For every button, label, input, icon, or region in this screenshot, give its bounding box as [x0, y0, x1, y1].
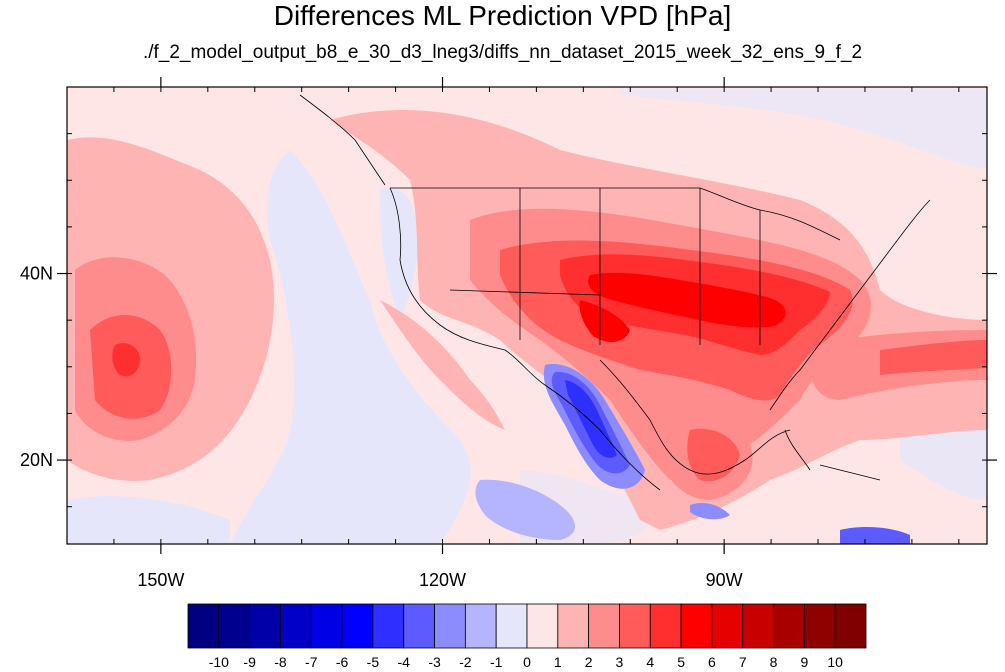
colorbar-label: -9 — [243, 654, 256, 670]
level-7-plus-zones — [579, 272, 786, 342]
colorbar-label: -4 — [398, 654, 411, 670]
colorbar-label: -1 — [490, 654, 503, 670]
colorbar-swatch — [526, 603, 559, 649]
colorbar-swatch — [680, 603, 713, 649]
colorbar-swatch — [803, 603, 836, 649]
colorbar-swatch — [249, 603, 281, 649]
colorbar-swatch — [834, 603, 867, 649]
map-frame — [66, 86, 988, 545]
colorbar-label: 2 — [585, 654, 593, 670]
colorbar-swatch — [280, 603, 312, 649]
colorbar-swatch — [310, 603, 343, 649]
negative-zones — [475, 364, 910, 544]
colorbar-swatch — [711, 603, 744, 649]
axis-ticks: 150W 120W 90W 40N 20N — [20, 77, 997, 590]
colorbar-swatch — [372, 603, 405, 649]
colorbar-swatch — [218, 603, 251, 649]
colorbar-swatch — [588, 603, 620, 649]
colorbar-label: 0 — [523, 654, 531, 670]
colorbar-label: -10 — [209, 654, 229, 670]
colorbar-label: 1 — [554, 654, 562, 670]
colorbar-label: 8 — [770, 654, 778, 670]
colorbar-label: 10 — [827, 654, 843, 670]
y-tick-label: 40N — [20, 264, 53, 284]
colorbar-swatch — [619, 603, 651, 649]
map-title: Differences ML Prediction VPD [hPa] — [273, 0, 732, 31]
x-tick-label: 150W — [137, 570, 184, 590]
map-field — [67, 87, 987, 544]
colorbar-swatch — [773, 603, 805, 649]
colorbar-label: -7 — [305, 654, 318, 670]
colorbar-swatch — [341, 603, 374, 649]
colorbar-label: 5 — [677, 654, 685, 670]
colorbar-label: 6 — [708, 654, 716, 670]
colorbar-label: -3 — [428, 654, 441, 670]
colorbar-label: -6 — [336, 654, 349, 670]
coastlines — [299, 94, 931, 491]
colorbar-label: -5 — [367, 654, 380, 670]
colorbar-swatch — [557, 603, 590, 649]
colorbar-swatch — [742, 603, 774, 649]
colorbar-label: 4 — [646, 654, 654, 670]
colorbar-swatch — [495, 603, 528, 649]
colorbar-label: 7 — [739, 654, 747, 670]
colorbar-swatch — [649, 603, 682, 649]
colorbar-swatch — [464, 603, 497, 649]
x-tick-label: 90W — [706, 570, 743, 590]
colorbar-label: -2 — [459, 654, 472, 670]
map-subtitle: ./f_2_model_output_b8_e_30_d3_lneg3/diff… — [142, 42, 863, 63]
y-tick-label: 20N — [20, 450, 53, 470]
colorbar-swatch — [434, 603, 466, 649]
colorbar-swatch — [187, 603, 220, 649]
colorbar-label: -8 — [274, 654, 287, 670]
x-tick-label: 120W — [419, 570, 466, 590]
colorbar-label: 9 — [800, 654, 808, 670]
colorbar: -10 -9 -8 -7 -6 -5 -4 -3 -2 -1 0 1 2 3 4 5 6 7 8 9 10 — [187, 603, 867, 670]
colorbar-label: 3 — [616, 654, 624, 670]
colorbar-swatch — [403, 603, 435, 649]
